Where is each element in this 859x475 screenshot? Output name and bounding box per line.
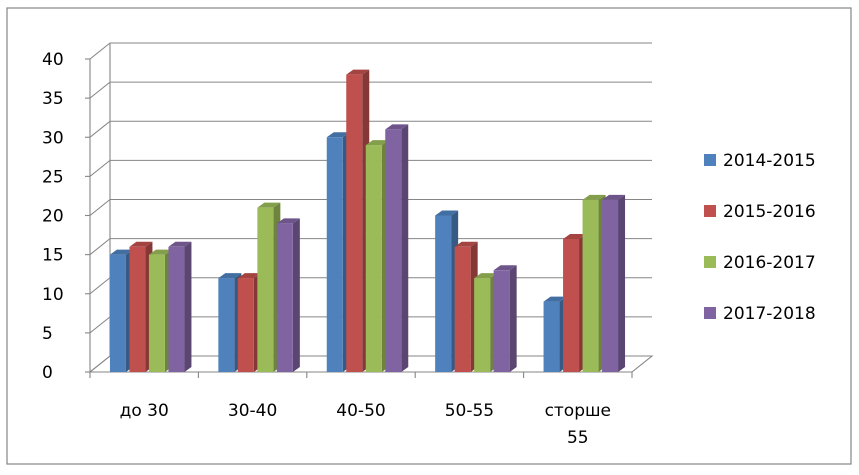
legend-swatch [704, 154, 716, 166]
legend-label: 2016-2017 [723, 253, 816, 273]
legend-swatch [704, 256, 716, 268]
legend-swatch [704, 205, 716, 217]
legend-label: 2014-2015 [723, 151, 816, 171]
chart-border [6, 7, 852, 465]
bar [493, 265, 517, 372]
gridline-side [89, 199, 111, 216]
y-tick-label: 40 [42, 50, 64, 70]
y-tick-label: 5 [42, 324, 53, 344]
legend-item: 2017-2018 [704, 304, 816, 324]
x-category-label: 40-50 [336, 401, 385, 421]
bar [385, 124, 409, 372]
gridline-side [89, 81, 111, 99]
x-category-label: 30-40 [228, 401, 277, 421]
x-axis-categories: до 30 30-40 40-50 50-55 сторше 55 [89, 372, 633, 448]
x-category-label: 50-55 [445, 401, 494, 421]
legend: 2014-2015 2015-2016 2016-2017 2017-2018 [704, 151, 816, 324]
bars-layer [109, 69, 626, 373]
y-axis-ticks: 0 5 10 15 20 25 30 35 40 [42, 50, 90, 383]
gridline-side [89, 159, 111, 177]
x-category-label: до 30 [120, 401, 169, 421]
y-tick-label: 25 [42, 167, 64, 187]
y-tick-label: 15 [42, 246, 64, 266]
gridline-side [89, 238, 111, 256]
legend-label: 2017-2018 [723, 304, 816, 324]
gridline-side [89, 42, 111, 60]
x-category-label: сторше 55 [545, 401, 611, 448]
bar [276, 218, 300, 372]
legend-item: 2016-2017 [704, 253, 816, 273]
legend-swatch [704, 307, 716, 319]
y-tick-label: 20 [42, 207, 64, 227]
legend-item: 2014-2015 [704, 151, 816, 171]
legend-label: 2015-2016 [723, 202, 816, 222]
legend-item: 2015-2016 [704, 202, 816, 222]
bar [602, 194, 626, 372]
gridline-side [89, 120, 111, 138]
bar [168, 241, 192, 372]
y-tick-label: 35 [42, 89, 64, 109]
y-tick-label: 10 [42, 285, 64, 305]
y-tick-label: 0 [42, 363, 53, 383]
gridline-side [89, 316, 111, 334]
gridline-side [89, 277, 111, 295]
y-tick-label: 30 [42, 128, 64, 148]
